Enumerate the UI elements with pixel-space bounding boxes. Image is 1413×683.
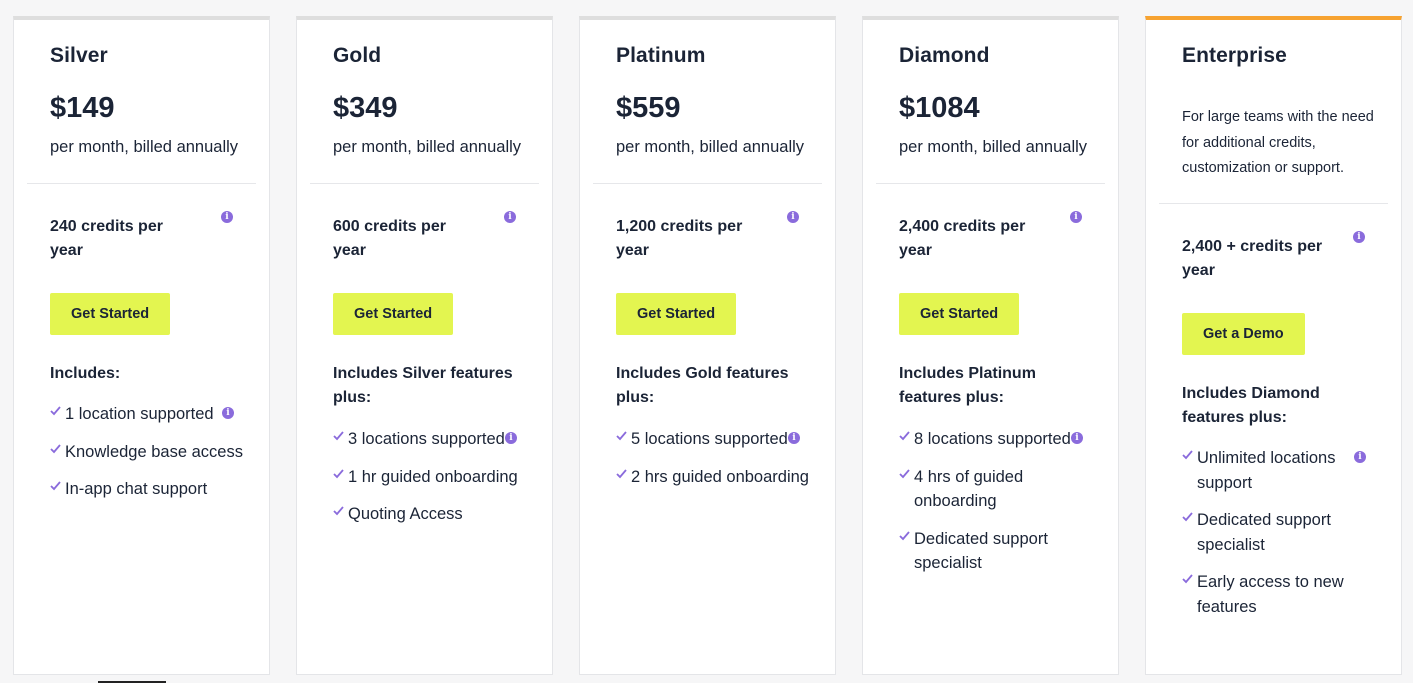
- plan-period: per month, billed annually: [616, 138, 805, 156]
- check-icon: [616, 468, 627, 478]
- info-icon[interactable]: i: [504, 211, 516, 223]
- feature-item: Early access to new features: [1182, 570, 1382, 619]
- feature-list: 1 location supported i Knowledge base ac…: [50, 402, 250, 515]
- feature-item: 8 locations supported i: [899, 427, 1099, 452]
- check-icon: [899, 468, 910, 478]
- plan-period: per month, billed annually: [899, 138, 1088, 156]
- plan-name: Diamond: [899, 44, 990, 67]
- info-icon[interactable]: i: [505, 432, 517, 444]
- feature-item: 1 location supported i: [50, 402, 250, 427]
- info-icon[interactable]: i: [787, 211, 799, 223]
- feature-item: Dedicated support specialist: [1182, 508, 1382, 557]
- plan-card-enterprise: Enterprise For large teams with the need…: [1145, 16, 1402, 675]
- check-icon: [1182, 512, 1193, 522]
- check-icon: [50, 406, 61, 416]
- plan-name: Silver: [50, 44, 108, 67]
- feature-label: Dedicated support specialist: [914, 529, 1048, 573]
- check-icon: [50, 481, 61, 491]
- feature-label: 5 locations supported: [631, 430, 788, 448]
- plan-credits: 2,400 credits per year: [899, 218, 1026, 259]
- includes-title: Includes Silver features plus:: [333, 365, 513, 406]
- check-icon: [333, 468, 344, 478]
- info-icon[interactable]: i: [222, 407, 234, 419]
- feature-label: 3 locations supported: [348, 430, 505, 448]
- check-icon: [899, 530, 910, 540]
- feature-label: Unlimited locations support: [1197, 449, 1336, 492]
- check-icon: [1182, 450, 1193, 460]
- feature-list: 5 locations supported i 2 hrs guided onb…: [616, 427, 816, 502]
- info-icon[interactable]: i: [1071, 432, 1083, 444]
- feature-item: 2 hrs guided onboarding: [616, 465, 816, 490]
- feature-item: 4 hrs of guided onboarding: [899, 465, 1099, 514]
- check-icon: [616, 431, 627, 441]
- get-started-button[interactable]: Get Started: [333, 293, 454, 335]
- plan-name: Platinum: [616, 44, 706, 67]
- feature-item: Unlimited locations support i: [1182, 446, 1382, 495]
- feature-label: Early access to new features: [1197, 573, 1344, 616]
- get-started-button[interactable]: Get Started: [899, 293, 1020, 335]
- feature-label: In-app chat support: [65, 480, 208, 498]
- info-icon[interactable]: i: [788, 432, 800, 444]
- feature-item: Knowledge base access: [50, 440, 250, 465]
- feature-item: 3 locations supported i: [333, 427, 533, 452]
- feature-label: 4 hrs of guided onboarding: [914, 467, 1024, 511]
- feature-list: 3 locations supported i 1 hr guided onbo…: [333, 427, 533, 540]
- plan-name: Enterprise: [1182, 44, 1287, 67]
- feature-item: Quoting Access: [333, 502, 533, 527]
- get-started-button[interactable]: Get Started: [616, 293, 737, 335]
- divider: [310, 183, 539, 184]
- feature-label: Quoting Access: [348, 505, 463, 523]
- check-icon: [50, 443, 61, 453]
- includes-title: Includes:: [50, 365, 121, 382]
- divider: [876, 183, 1105, 184]
- scroll-indicator: [98, 681, 166, 683]
- feature-list: 8 locations supported i 4 hrs of guided …: [899, 427, 1099, 589]
- includes-title: Includes Gold features plus:: [616, 365, 789, 406]
- plan-period: per month, billed annually: [333, 138, 522, 156]
- feature-label: 2 hrs guided onboarding: [631, 467, 809, 486]
- plan-card-silver: Silver $149 per month, billed annually 2…: [13, 16, 270, 675]
- info-icon[interactable]: i: [221, 211, 233, 223]
- feature-item: In-app chat support: [50, 477, 250, 502]
- plan-credits: 240 credits per year: [50, 218, 163, 259]
- plan-credits: 1,200 credits per year: [616, 218, 743, 259]
- info-icon[interactable]: i: [1070, 211, 1082, 223]
- get-started-button[interactable]: Get Started: [50, 293, 171, 335]
- plan-description: For large teams with the need for additi…: [1182, 109, 1374, 176]
- plan-card-diamond: Diamond $1084 per month, billed annually…: [862, 16, 1119, 675]
- divider: [593, 183, 822, 184]
- info-icon[interactable]: i: [1354, 451, 1366, 463]
- includes-title: Includes Platinum features plus:: [899, 365, 1036, 406]
- check-icon: [333, 431, 344, 441]
- plan-name: Gold: [333, 44, 382, 67]
- plan-price: $149: [50, 92, 115, 124]
- divider: [27, 183, 256, 184]
- feature-label: Knowledge base access: [65, 442, 243, 461]
- plan-card-platinum: Platinum $559 per month, billed annually…: [579, 16, 836, 675]
- plan-price: $559: [616, 92, 681, 124]
- feature-item: Dedicated support specialist: [899, 527, 1099, 576]
- feature-item: 5 locations supported i: [616, 427, 816, 452]
- plan-card-gold: Gold $349 per month, billed annually 600…: [296, 16, 553, 675]
- check-icon: [899, 431, 910, 441]
- feature-item: 1 hr guided onboarding: [333, 465, 533, 490]
- feature-list: Unlimited locations support i Dedicated …: [1182, 446, 1382, 632]
- plan-credits: 2,400 + credits per year: [1182, 238, 1323, 279]
- plan-price: $349: [333, 92, 398, 124]
- check-icon: [333, 506, 344, 516]
- feature-label: Dedicated support specialist: [1197, 511, 1331, 554]
- info-icon[interactable]: i: [1353, 231, 1365, 243]
- divider: [1159, 203, 1388, 204]
- check-icon: [1182, 574, 1193, 584]
- feature-label: 1 location supported: [65, 405, 214, 423]
- feature-label: 1 hr guided onboarding: [348, 467, 518, 486]
- plan-credits: 600 credits per year: [333, 218, 446, 259]
- plan-period: per month, billed annually: [50, 138, 239, 156]
- get-a-demo-button[interactable]: Get a Demo: [1182, 313, 1305, 355]
- plan-price: $1084: [899, 92, 980, 124]
- includes-title: Includes Diamond features plus:: [1182, 385, 1320, 426]
- feature-label: 8 locations supported: [914, 430, 1071, 448]
